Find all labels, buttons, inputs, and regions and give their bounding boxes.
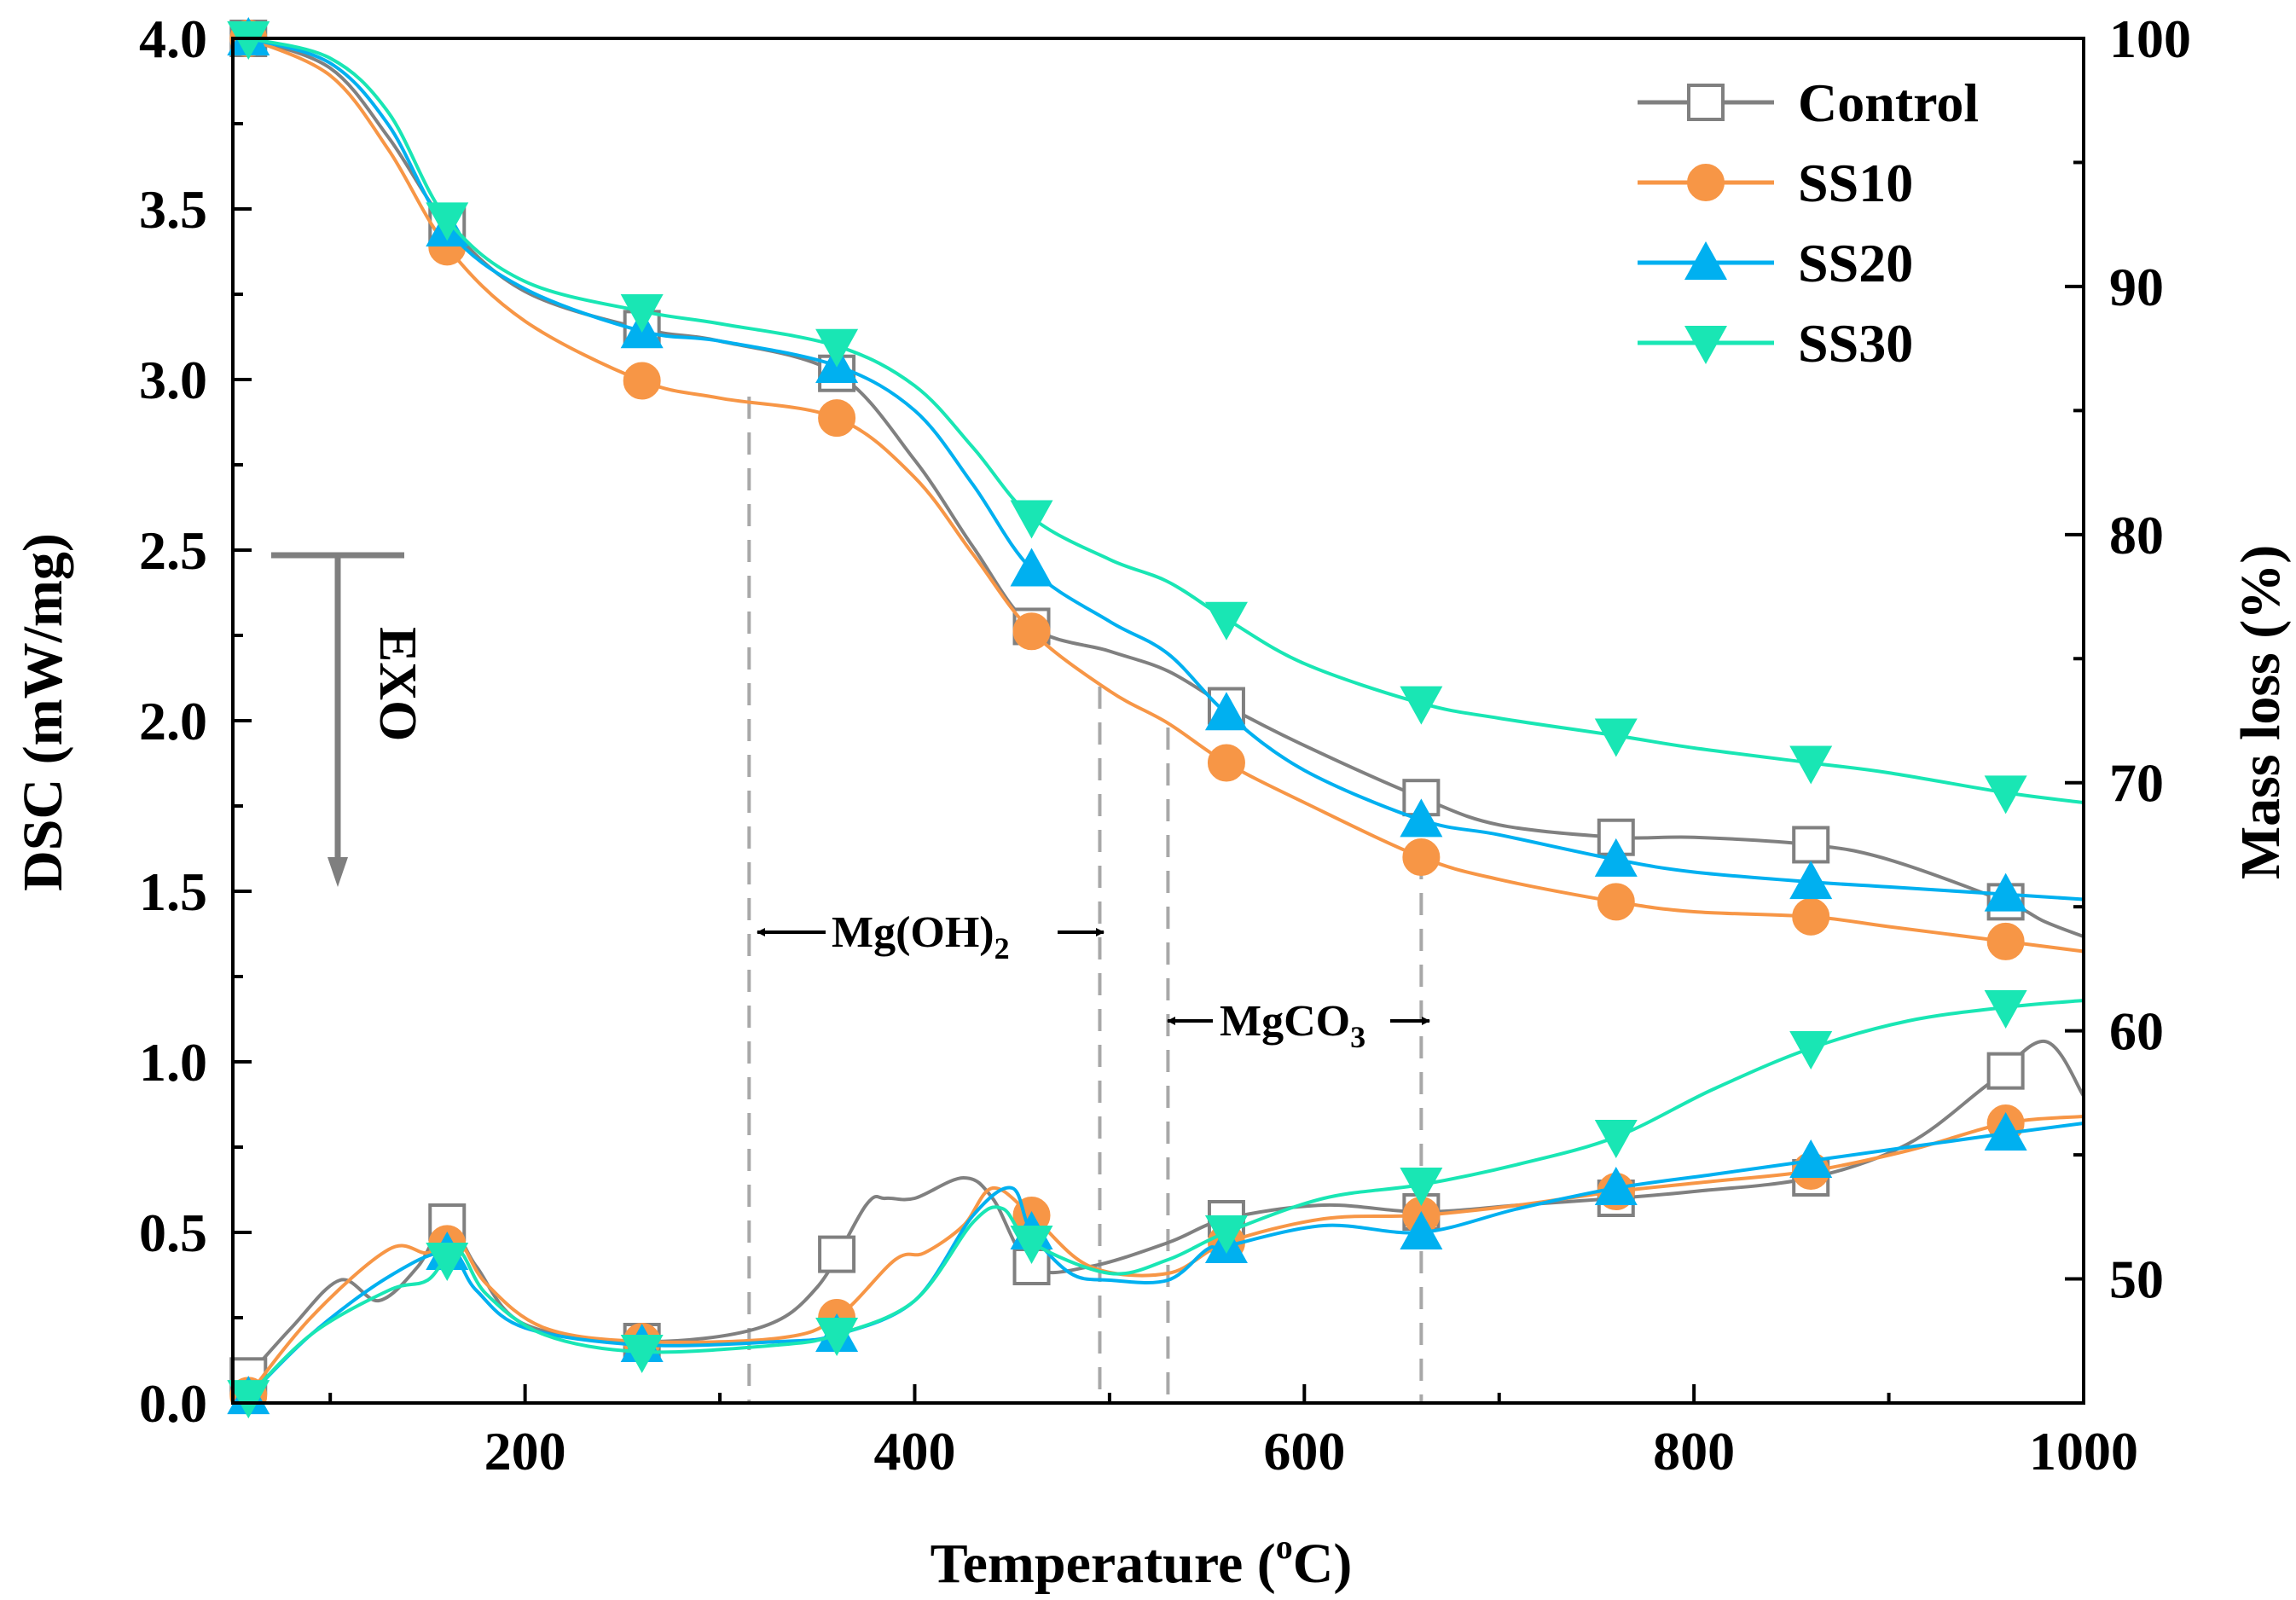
mass-loss-point: [1792, 897, 1830, 936]
legend-label: SS10: [1798, 153, 1913, 213]
mass-loss-point: [1597, 883, 1635, 921]
y-left-tick-label: 0.5: [139, 1203, 207, 1263]
dsc-line: [241, 1039, 2085, 1384]
series-ss10: [229, 20, 2084, 1415]
mass-loss-point: [1792, 826, 1830, 864]
dsc-point: [815, 1318, 859, 1356]
legend-marker: [1687, 164, 1725, 201]
y-left-tick-label: 1.5: [139, 861, 207, 922]
dsc-point: [1984, 990, 2027, 1029]
y-right-tick-label: 80: [2109, 505, 2164, 565]
dsc-point: [1010, 1226, 1053, 1264]
axes: 200 400 600 800 1000 0.0 0.5 1.0 1.5 2.0 2.5 3.0 3.5…: [139, 9, 2191, 1481]
mass-loss-line: [247, 37, 2084, 901]
mass-loss-point: [426, 202, 469, 241]
exo-arrow-icon: [328, 857, 348, 887]
mass-loss-point: [1400, 686, 1443, 725]
legend-label: SS30: [1798, 313, 1913, 374]
y-right-tick-label: 90: [2109, 257, 2164, 317]
exo-indicator: EXO: [271, 552, 426, 887]
dsc-point: [1789, 1139, 1833, 1178]
y-right-tick-label: 60: [2109, 1001, 2164, 1062]
mass-loss-point: [1984, 775, 2027, 814]
mass-loss-point: [1204, 692, 1248, 731]
mass-loss-point: [620, 294, 664, 333]
mass-loss-point: [623, 362, 661, 400]
dsc-line: [241, 1115, 2084, 1405]
legend-label: SS20: [1798, 233, 1913, 293]
mass-loss-point: [1594, 718, 1638, 757]
mass-loss-point: [1984, 872, 2027, 912]
y-left-axis-title: DSC (mW/mg): [12, 533, 74, 891]
dsc-point: [1984, 1112, 2027, 1151]
legend-item-ss20: SS20: [1638, 233, 1913, 293]
y-right-tick-label: 70: [2109, 753, 2164, 814]
x-axis-title: Temperature (oC): [931, 1528, 1353, 1595]
guide-lines: [747, 397, 1423, 1403]
mass-loss-point: [1207, 744, 1245, 782]
mass-loss-point: [227, 21, 270, 60]
mass-loss-point: [1594, 838, 1638, 877]
mass-loss-point: [1204, 601, 1248, 641]
y-right-axis-title: Mass loss (%): [2229, 545, 2292, 879]
dsc-point: [1400, 1211, 1443, 1249]
exo-label: EXO: [368, 627, 426, 741]
mgoh2-annotation: Mg(OH)2: [757, 908, 1105, 965]
x-tick-label: 1000: [2029, 1421, 2138, 1481]
legend-marker: [1684, 326, 1727, 364]
dsc-line: [241, 1122, 2084, 1405]
y-left-tick-label: 4.0: [139, 9, 207, 69]
y-left-tick-label: 3.5: [139, 179, 207, 240]
x-tick-label: 200: [484, 1421, 566, 1481]
dsc-point: [426, 1243, 469, 1281]
legend-item-ss30: SS30: [1638, 313, 1913, 374]
legend-marker: [1687, 84, 1725, 121]
y-right-tick-label: 100: [2109, 9, 2191, 69]
x-tick-label: 400: [873, 1421, 955, 1481]
y-left-tick-label: 2.0: [139, 691, 207, 751]
x-tick-label: 600: [1263, 1421, 1345, 1481]
mass-loss-line: [247, 37, 2084, 954]
dsc-point: [1204, 1215, 1248, 1254]
mass-loss-point: [1789, 861, 1833, 900]
legend-item-ss10: SS10: [1638, 153, 1913, 213]
legend-label: Control: [1798, 72, 1979, 133]
y-left-tick-label: 1.0: [139, 1032, 207, 1093]
mgoh2-label: Mg(OH)2: [832, 908, 1010, 965]
series-ss30: [227, 21, 2084, 1419]
dsc-point: [620, 1335, 664, 1373]
mass-loss-point: [1010, 548, 1053, 587]
mgco3-label: MgCO3: [1220, 997, 1365, 1054]
mass-loss-point: [1012, 612, 1051, 651]
y-right-tick-label: 50: [2109, 1249, 2164, 1310]
mass-loss-point: [1986, 922, 2025, 960]
dsc-point: [1594, 1120, 1638, 1158]
y-left-tick-label: 3.0: [139, 350, 207, 410]
series-layer: [227, 17, 2085, 1419]
dsc-point: [1594, 1167, 1638, 1205]
mass-loss-point: [1010, 500, 1053, 539]
mass-loss-point: [1400, 798, 1443, 838]
dsc-point: [227, 1380, 270, 1419]
mass-loss-line: [247, 37, 2084, 804]
legend: Control SS10 SS20 SS30: [1638, 72, 1979, 374]
mass-loss-point: [1789, 745, 1833, 785]
mass-loss-point: [818, 399, 856, 438]
y-left-tick-label: 0.0: [139, 1373, 207, 1434]
mass-loss-point: [815, 328, 859, 368]
dsc-point: [1400, 1168, 1443, 1206]
dsc-point: [818, 1235, 856, 1273]
y-left-tick-label: 2.5: [139, 520, 207, 581]
x-tick-label: 800: [1653, 1421, 1735, 1481]
legend-item-control: Control: [1638, 72, 1979, 133]
dsc-point: [1986, 1052, 2025, 1090]
mgco3-annotation: MgCO3: [1167, 997, 1430, 1054]
mass-loss-point: [1402, 838, 1441, 876]
dsc-point: [1789, 1031, 1833, 1070]
legend-marker: [1684, 241, 1727, 280]
